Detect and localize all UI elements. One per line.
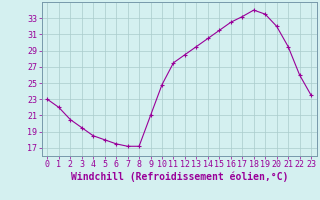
X-axis label: Windchill (Refroidissement éolien,°C): Windchill (Refroidissement éolien,°C) [70, 172, 288, 182]
